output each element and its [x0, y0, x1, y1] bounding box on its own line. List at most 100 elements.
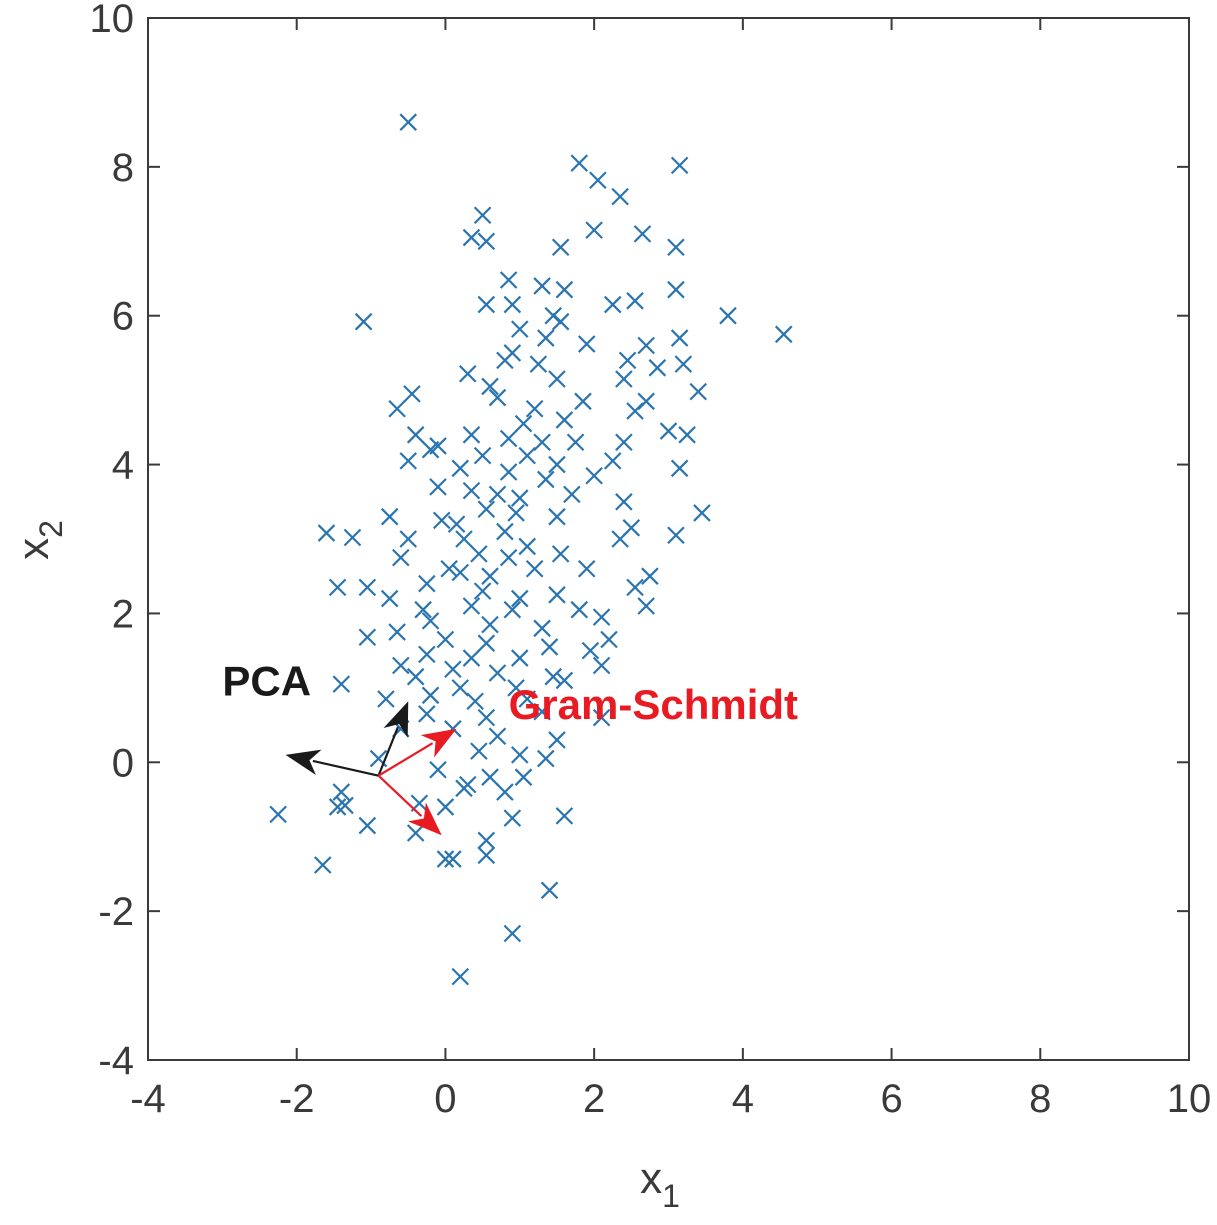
data-point — [399, 113, 418, 131]
data-point — [496, 351, 514, 370]
data-point — [380, 589, 399, 608]
data-point — [518, 446, 536, 465]
data-point — [481, 768, 499, 786]
data-point — [511, 746, 529, 764]
data-point — [533, 619, 551, 638]
data-point — [548, 586, 566, 604]
y-tick-label: 10 — [90, 0, 135, 41]
data-point — [466, 692, 484, 711]
axis-ticks: -4 -2 0 2 4 6 8 10 -4 -2 0 2 4 6 8 10 — [90, 0, 1212, 1121]
data-point — [499, 548, 518, 567]
y-tick-label: 2 — [112, 592, 134, 636]
data-point — [451, 967, 470, 986]
data-point — [481, 615, 499, 634]
data-point — [555, 671, 574, 690]
data-point — [499, 271, 518, 289]
data-point — [477, 634, 496, 652]
annotations: PCA Gram-Schmidt — [222, 657, 798, 728]
data-point — [313, 856, 332, 874]
arrow-head — [285, 749, 322, 775]
data-point — [358, 628, 377, 647]
data-point — [336, 796, 354, 815]
x-axis-label-sub: 1 — [662, 1178, 680, 1214]
data-point — [507, 504, 525, 522]
y-axis-label-base: x — [9, 538, 58, 560]
data-point — [719, 306, 737, 325]
data-point — [551, 312, 570, 331]
data-point — [548, 731, 566, 749]
data-point — [581, 641, 600, 660]
y-axis-label-sub: 2 — [33, 520, 69, 538]
data-point — [488, 388, 507, 407]
data-point — [343, 528, 362, 547]
data-point — [421, 612, 440, 630]
data-point — [481, 377, 499, 396]
x-axis-label-base: x — [640, 1154, 662, 1203]
data-point — [462, 597, 481, 615]
data-point — [618, 351, 637, 370]
data-point — [377, 690, 395, 708]
data-point — [511, 489, 529, 507]
gram-schmidt-label: Gram-Schmidt — [509, 681, 798, 728]
arrow-head — [420, 728, 457, 758]
data-point — [406, 824, 425, 842]
data-point — [548, 370, 566, 388]
y-tick-label: 0 — [112, 741, 134, 785]
data-point — [551, 238, 570, 257]
x-tick-label: 6 — [880, 1077, 902, 1121]
data-point — [548, 455, 566, 474]
gram-schmidt-vector — [377, 728, 457, 777]
data-point — [518, 690, 536, 708]
data-point — [473, 582, 492, 600]
x-tick-label: 8 — [1029, 1077, 1051, 1121]
data-point — [392, 548, 410, 567]
data-point — [399, 452, 418, 470]
y-axis-label: x2 — [9, 520, 69, 560]
basis-vectors — [285, 701, 457, 836]
data-point — [317, 524, 336, 542]
x-tick-label: 0 — [434, 1077, 456, 1121]
data-point — [693, 504, 711, 522]
data-point — [503, 295, 522, 314]
data-point — [674, 355, 693, 373]
data-point — [585, 221, 603, 239]
data-point — [570, 600, 589, 619]
data-point — [503, 809, 522, 827]
data-point — [496, 783, 514, 801]
data-point — [670, 329, 689, 347]
data-point — [592, 656, 611, 675]
data-point — [555, 411, 574, 429]
data-point — [388, 623, 406, 641]
data-point — [514, 768, 533, 786]
data-point — [332, 783, 351, 801]
x-axis-label: x1 — [640, 1154, 680, 1214]
data-point — [503, 600, 522, 619]
data-point — [496, 522, 514, 541]
data-point — [667, 280, 685, 299]
data-point — [429, 760, 447, 779]
y-tick-label: 8 — [112, 146, 134, 190]
data-point — [518, 537, 536, 556]
arrow-head — [383, 701, 409, 738]
data-point — [511, 589, 529, 608]
data-point — [611, 187, 629, 206]
data-point — [418, 705, 436, 723]
data-point — [615, 493, 633, 511]
data-point — [615, 433, 633, 452]
data-points — [269, 113, 793, 986]
data-point — [648, 359, 667, 377]
data-point — [592, 608, 611, 626]
data-point — [592, 708, 611, 727]
x-tick-label: 2 — [583, 1077, 605, 1121]
data-point — [462, 426, 481, 444]
data-point — [555, 807, 574, 825]
gram-schmidt-vector — [377, 774, 442, 836]
data-point — [440, 559, 458, 578]
data-point — [332, 675, 351, 693]
pca-label: PCA — [222, 657, 311, 704]
data-point — [455, 779, 473, 798]
data-point — [499, 463, 518, 481]
x-tick-label: 10 — [1167, 1077, 1212, 1121]
data-point — [477, 831, 496, 850]
data-point — [641, 567, 659, 585]
